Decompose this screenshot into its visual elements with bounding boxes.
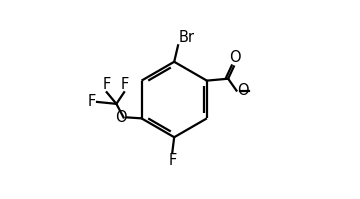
Text: F: F xyxy=(168,153,176,169)
Text: O: O xyxy=(115,110,126,125)
Text: F: F xyxy=(102,77,111,92)
Text: F: F xyxy=(120,77,129,92)
Text: O: O xyxy=(238,83,249,98)
Text: O: O xyxy=(229,51,240,65)
Text: F: F xyxy=(88,94,96,109)
Text: Br: Br xyxy=(179,30,195,45)
